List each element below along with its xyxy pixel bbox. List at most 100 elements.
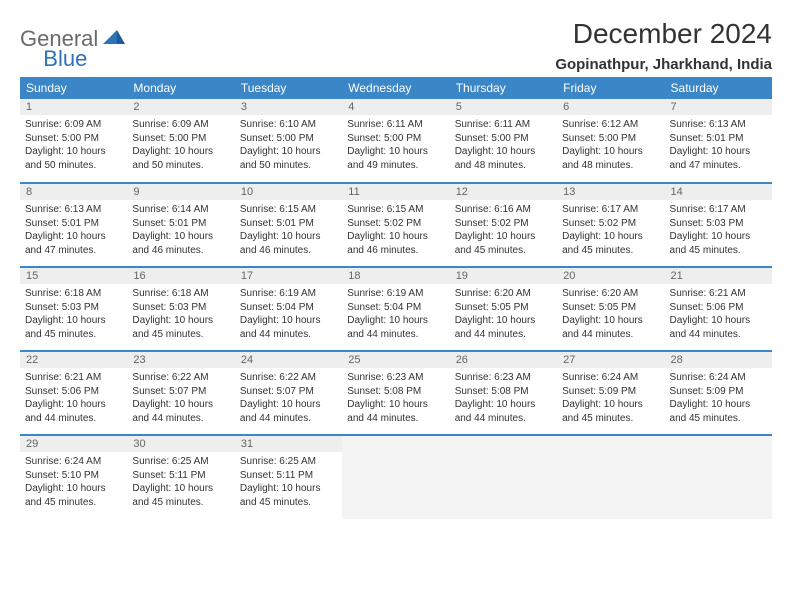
day-header: Friday: [557, 77, 664, 99]
calendar-cell: 18Sunrise: 6:19 AMSunset: 5:04 PMDayligh…: [342, 267, 449, 351]
day-number: 20: [557, 268, 664, 284]
day-number: 28: [665, 352, 772, 368]
day-details: Sunrise: 6:22 AMSunset: 5:07 PMDaylight:…: [127, 368, 234, 429]
day-number: 14: [665, 184, 772, 200]
calendar-cell: 2Sunrise: 6:09 AMSunset: 5:00 PMDaylight…: [127, 99, 234, 183]
calendar-cell: 24Sunrise: 6:22 AMSunset: 5:07 PMDayligh…: [235, 351, 342, 435]
calendar-cell: .: [450, 435, 557, 519]
calendar-cell: 5Sunrise: 6:11 AMSunset: 5:00 PMDaylight…: [450, 99, 557, 183]
day-details: Sunrise: 6:14 AMSunset: 5:01 PMDaylight:…: [127, 200, 234, 261]
calendar-cell: 19Sunrise: 6:20 AMSunset: 5:05 PMDayligh…: [450, 267, 557, 351]
calendar-cell: 28Sunrise: 6:24 AMSunset: 5:09 PMDayligh…: [665, 351, 772, 435]
logo-triangle-icon: [103, 30, 125, 51]
day-number: 19: [450, 268, 557, 284]
logo: General Blue: [20, 26, 171, 52]
day-details: Sunrise: 6:12 AMSunset: 5:00 PMDaylight:…: [557, 115, 664, 176]
day-header: Tuesday: [235, 77, 342, 99]
calendar-row: 8Sunrise: 6:13 AMSunset: 5:01 PMDaylight…: [20, 183, 772, 267]
day-number: 8: [20, 184, 127, 200]
day-number: 27: [557, 352, 664, 368]
calendar-cell: .: [342, 435, 449, 519]
day-number: 6: [557, 99, 664, 115]
day-details: Sunrise: 6:11 AMSunset: 5:00 PMDaylight:…: [450, 115, 557, 176]
day-number: 5: [450, 99, 557, 115]
day-details: Sunrise: 6:24 AMSunset: 5:09 PMDaylight:…: [557, 368, 664, 429]
calendar-cell: 29Sunrise: 6:24 AMSunset: 5:10 PMDayligh…: [20, 435, 127, 519]
day-header: Thursday: [450, 77, 557, 99]
calendar-row: 1Sunrise: 6:09 AMSunset: 5:00 PMDaylight…: [20, 99, 772, 183]
day-details: Sunrise: 6:09 AMSunset: 5:00 PMDaylight:…: [20, 115, 127, 176]
day-header: Monday: [127, 77, 234, 99]
day-details: Sunrise: 6:24 AMSunset: 5:09 PMDaylight:…: [665, 368, 772, 429]
calendar-cell: 8Sunrise: 6:13 AMSunset: 5:01 PMDaylight…: [20, 183, 127, 267]
day-number: 1: [20, 99, 127, 115]
calendar-cell: 31Sunrise: 6:25 AMSunset: 5:11 PMDayligh…: [235, 435, 342, 519]
calendar-cell: .: [665, 435, 772, 519]
day-details: Sunrise: 6:20 AMSunset: 5:05 PMDaylight:…: [450, 284, 557, 345]
day-details: Sunrise: 6:10 AMSunset: 5:00 PMDaylight:…: [235, 115, 342, 176]
day-number: 4: [342, 99, 449, 115]
calendar-cell: 27Sunrise: 6:24 AMSunset: 5:09 PMDayligh…: [557, 351, 664, 435]
day-details: Sunrise: 6:19 AMSunset: 5:04 PMDaylight:…: [342, 284, 449, 345]
calendar-cell: 23Sunrise: 6:22 AMSunset: 5:07 PMDayligh…: [127, 351, 234, 435]
calendar-cell: 15Sunrise: 6:18 AMSunset: 5:03 PMDayligh…: [20, 267, 127, 351]
day-details: Sunrise: 6:20 AMSunset: 5:05 PMDaylight:…: [557, 284, 664, 345]
day-number: 17: [235, 268, 342, 284]
day-details: Sunrise: 6:15 AMSunset: 5:02 PMDaylight:…: [342, 200, 449, 261]
calendar-row: 29Sunrise: 6:24 AMSunset: 5:10 PMDayligh…: [20, 435, 772, 519]
calendar-cell: 3Sunrise: 6:10 AMSunset: 5:00 PMDaylight…: [235, 99, 342, 183]
day-number: 30: [127, 436, 234, 452]
day-number: 29: [20, 436, 127, 452]
day-number: 23: [127, 352, 234, 368]
calendar-cell: 22Sunrise: 6:21 AMSunset: 5:06 PMDayligh…: [20, 351, 127, 435]
day-number: 3: [235, 99, 342, 115]
day-details: Sunrise: 6:18 AMSunset: 5:03 PMDaylight:…: [20, 284, 127, 345]
day-number: 2: [127, 99, 234, 115]
day-details: Sunrise: 6:19 AMSunset: 5:04 PMDaylight:…: [235, 284, 342, 345]
calendar-cell: .: [557, 435, 664, 519]
calendar-cell: 7Sunrise: 6:13 AMSunset: 5:01 PMDaylight…: [665, 99, 772, 183]
calendar-table: Sunday Monday Tuesday Wednesday Thursday…: [20, 77, 772, 519]
day-header: Saturday: [665, 77, 772, 99]
title-block: December 2024 Gopinathpur, Jharkhand, In…: [555, 18, 772, 73]
calendar-cell: 4Sunrise: 6:11 AMSunset: 5:00 PMDaylight…: [342, 99, 449, 183]
day-details: Sunrise: 6:18 AMSunset: 5:03 PMDaylight:…: [127, 284, 234, 345]
day-number: 10: [235, 184, 342, 200]
day-details: Sunrise: 6:17 AMSunset: 5:02 PMDaylight:…: [557, 200, 664, 261]
day-details: Sunrise: 6:21 AMSunset: 5:06 PMDaylight:…: [20, 368, 127, 429]
calendar-cell: 25Sunrise: 6:23 AMSunset: 5:08 PMDayligh…: [342, 351, 449, 435]
calendar-cell: 14Sunrise: 6:17 AMSunset: 5:03 PMDayligh…: [665, 183, 772, 267]
calendar-cell: 30Sunrise: 6:25 AMSunset: 5:11 PMDayligh…: [127, 435, 234, 519]
calendar-cell: 17Sunrise: 6:19 AMSunset: 5:04 PMDayligh…: [235, 267, 342, 351]
day-number: 25: [342, 352, 449, 368]
day-details: Sunrise: 6:25 AMSunset: 5:11 PMDaylight:…: [235, 452, 342, 513]
day-details: Sunrise: 6:17 AMSunset: 5:03 PMDaylight:…: [665, 200, 772, 261]
calendar-cell: 20Sunrise: 6:20 AMSunset: 5:05 PMDayligh…: [557, 267, 664, 351]
day-number: 16: [127, 268, 234, 284]
logo-text-2: Blue: [43, 46, 87, 72]
day-details: Sunrise: 6:23 AMSunset: 5:08 PMDaylight:…: [450, 368, 557, 429]
calendar-row: 22Sunrise: 6:21 AMSunset: 5:06 PMDayligh…: [20, 351, 772, 435]
day-details: Sunrise: 6:22 AMSunset: 5:07 PMDaylight:…: [235, 368, 342, 429]
day-header: Wednesday: [342, 77, 449, 99]
day-number: 24: [235, 352, 342, 368]
calendar-cell: 1Sunrise: 6:09 AMSunset: 5:00 PMDaylight…: [20, 99, 127, 183]
day-details: Sunrise: 6:25 AMSunset: 5:11 PMDaylight:…: [127, 452, 234, 513]
day-details: Sunrise: 6:23 AMSunset: 5:08 PMDaylight:…: [342, 368, 449, 429]
day-number: 26: [450, 352, 557, 368]
day-number: 22: [20, 352, 127, 368]
day-details: Sunrise: 6:16 AMSunset: 5:02 PMDaylight:…: [450, 200, 557, 261]
calendar-cell: 12Sunrise: 6:16 AMSunset: 5:02 PMDayligh…: [450, 183, 557, 267]
day-number: 15: [20, 268, 127, 284]
day-number: 11: [342, 184, 449, 200]
day-details: Sunrise: 6:13 AMSunset: 5:01 PMDaylight:…: [665, 115, 772, 176]
day-number: 21: [665, 268, 772, 284]
day-details: Sunrise: 6:15 AMSunset: 5:01 PMDaylight:…: [235, 200, 342, 261]
calendar-cell: 11Sunrise: 6:15 AMSunset: 5:02 PMDayligh…: [342, 183, 449, 267]
location: Gopinathpur, Jharkhand, India: [555, 56, 772, 73]
calendar-cell: 16Sunrise: 6:18 AMSunset: 5:03 PMDayligh…: [127, 267, 234, 351]
day-number: 9: [127, 184, 234, 200]
day-number: 31: [235, 436, 342, 452]
day-number: 13: [557, 184, 664, 200]
day-details: Sunrise: 6:11 AMSunset: 5:00 PMDaylight:…: [342, 115, 449, 176]
